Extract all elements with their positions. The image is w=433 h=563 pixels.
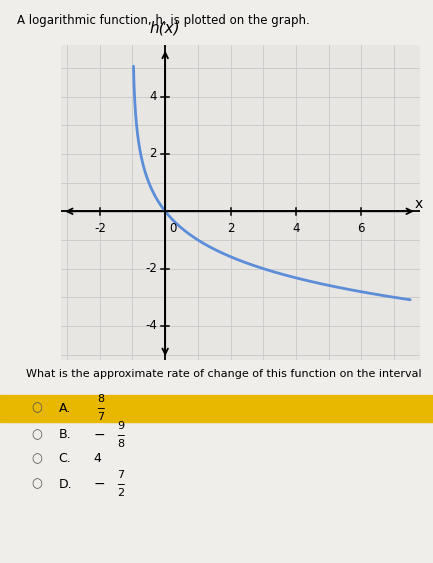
Text: -2: -2 [94,222,106,235]
Text: ─: ─ [117,479,124,489]
Text: 2: 2 [227,222,234,235]
Text: A logarithmic function, h, is plotted on the graph.: A logarithmic function, h, is plotted on… [17,14,310,27]
Text: −: − [93,428,105,441]
Text: 6: 6 [358,222,365,235]
Text: 4: 4 [149,90,157,103]
Text: What is the approximate rate of change of this function on the interval: What is the approximate rate of change o… [26,369,422,379]
Text: ─: ─ [117,430,124,440]
Text: ○: ○ [31,477,42,491]
Text: −: − [93,477,105,491]
Text: 4: 4 [93,452,101,466]
Text: B.: B. [58,428,71,441]
Text: x: x [414,197,423,211]
Text: ○: ○ [31,452,42,466]
Text: h(x): h(x) [150,20,181,35]
Text: ○: ○ [31,428,42,441]
Text: 4: 4 [292,222,300,235]
Text: -2: -2 [145,262,157,275]
Text: A.: A. [58,401,71,415]
Text: 0: 0 [170,222,177,235]
Text: D.: D. [58,477,72,491]
Text: 7: 7 [117,470,124,480]
Text: 8: 8 [117,439,124,449]
Text: ─: ─ [97,403,104,413]
Text: 7: 7 [97,412,104,422]
Text: C.: C. [58,452,71,466]
Text: ○: ○ [31,401,42,415]
Text: -4: -4 [145,319,157,332]
Text: 8: 8 [97,394,104,404]
Text: 9: 9 [117,421,124,431]
Text: 2: 2 [149,148,157,160]
Text: 2: 2 [117,488,124,498]
